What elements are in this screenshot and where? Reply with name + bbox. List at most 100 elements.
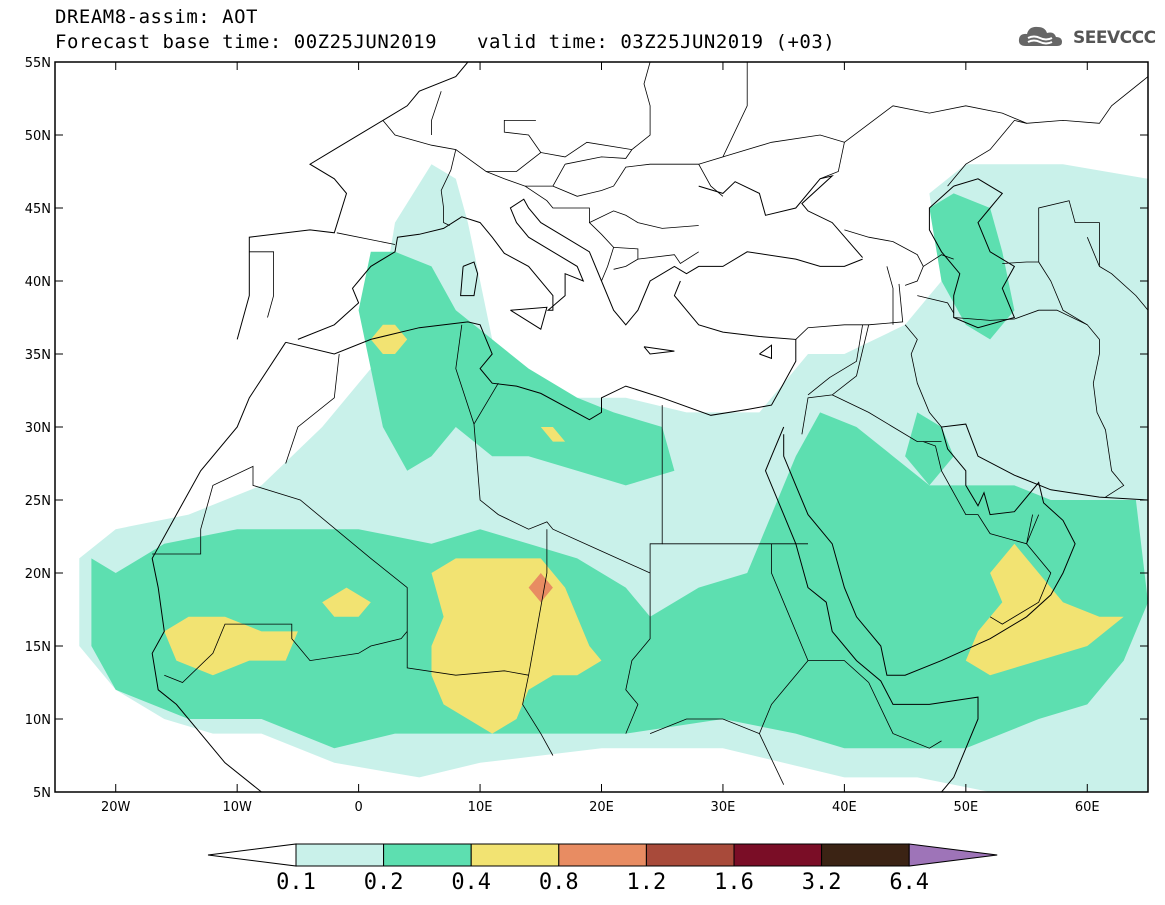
lon-label: 20E [589,800,614,815]
colorbar-label: 6.4 [889,870,929,895]
border-42 [1086,237,1100,267]
colorbar-under-arrow [207,843,297,867]
aot-contour-level-2-3 [905,412,954,486]
coastline-11 [698,174,863,258]
border-0 [152,465,408,683]
lon-label: 10W [222,800,252,815]
border-21 [923,441,1040,545]
lon-label: 60E [1075,800,1100,815]
border-17 [886,266,894,325]
border-8 [771,543,869,683]
aot-field-layer [79,164,1148,792]
colorbar-swatch-6 [821,843,910,867]
aot-contour-level-4-0 [528,573,553,603]
time-info: Forecast base time: 00Z25JUN2019 valid ti… [55,31,835,53]
border-25 [431,91,442,135]
border-26 [455,62,651,172]
colorbar-label: 0.4 [451,870,491,895]
border-18 [917,295,955,314]
lon-label: 10E [468,800,493,815]
aot-contour-level-2-2 [929,193,1015,340]
colorbar: 0.1 0.2 0.4 0.8 1.2 1.6 3.2 6.4 [207,843,998,895]
lat-label: 50N [25,129,51,144]
border-33 [613,247,639,270]
aot-contour-level-2-0 [91,412,1148,749]
border-15 [807,324,863,396]
coastline-0 [236,62,469,340]
coastline-2 [285,280,797,421]
coastline-1 [297,198,863,340]
base-time: Forecast base time: 00Z25JUN2019 [55,31,438,53]
lat-label: 15N [25,640,51,655]
lon-label: 50E [953,800,978,815]
colorbar-swatch-5 [733,843,823,867]
border-20 [989,514,1052,625]
border-24 [382,120,457,226]
border-40 [1002,200,1148,311]
border-35 [698,164,724,197]
colorbar-label: 1.2 [627,870,667,895]
border-13 [832,394,942,443]
border-41 [1038,261,1088,326]
colorbar-label: 0.1 [276,870,316,895]
coastline-9 [643,346,675,355]
coastline-3 [151,342,287,792]
coastline-8 [510,306,548,330]
border-31 [524,185,615,282]
coastline-4 [764,426,979,792]
border-10 [759,733,785,785]
border-4 [625,573,651,734]
country-border-layer [152,62,1148,785]
border-36 [722,134,845,180]
colorbar-swatch-1 [383,843,472,867]
lon-label: 30E [711,800,736,815]
aot-contour-level-3-5 [965,543,1124,676]
border-28 [503,120,542,153]
border-11 [868,682,942,749]
lat-label: 45N [25,202,51,217]
lat-label: 20N [25,567,51,582]
axes: 55N 50N 45N 40N 35N 30N 25N 20N 15N 10N 5N 20W 10W 0 1… [25,56,1148,815]
colorbar-swatch-2 [470,843,560,867]
aot-contour-level-3-2 [322,587,371,617]
aot-contour-level-3-1 [164,616,298,676]
valid-time: valid time: 03Z25JUN2019 (+03) [477,31,836,53]
lat-label: 55N [25,56,51,71]
aot-contour-level-3-0 [431,558,602,734]
border-1 [285,353,340,464]
colorbar-label: 0.8 [539,870,579,895]
border-30 [552,62,748,197]
map-title: DREAM8-assim: AOT [55,6,258,28]
aot-contour-level-2-1 [358,251,675,486]
cloud-icon [1016,22,1070,54]
coastline-6 [928,178,1016,329]
lat-label: 25N [25,494,51,509]
coastline-10 [759,344,772,360]
colorbar-label: 0.2 [364,870,404,895]
coastline-7 [460,261,479,297]
border-16 [904,324,942,428]
aot-contour-level-3-4 [540,427,566,442]
border-19 [953,309,1125,498]
lon-label: 0 [354,800,362,815]
border-39 [923,254,954,267]
border-6 [406,631,529,676]
colorbar-swatch-0 [295,843,385,867]
lat-label: 5N [33,786,51,801]
lon-label: 20W [101,800,131,815]
border-3 [473,382,499,425]
coastline-5 [783,423,1148,676]
border-23 [336,232,396,245]
colorbar-over-arrow [908,843,998,867]
colorbar-swatch-3 [558,843,647,867]
border-37 [844,76,1148,143]
lat-label: 40N [25,275,51,290]
border-12 [801,283,904,435]
colorbar-swatch-4 [645,843,735,867]
border-14 [795,324,869,340]
border-22 [249,251,275,318]
border-43 [947,119,1027,187]
lon-label: 40E [832,800,857,815]
coastline-layer [151,62,1148,792]
